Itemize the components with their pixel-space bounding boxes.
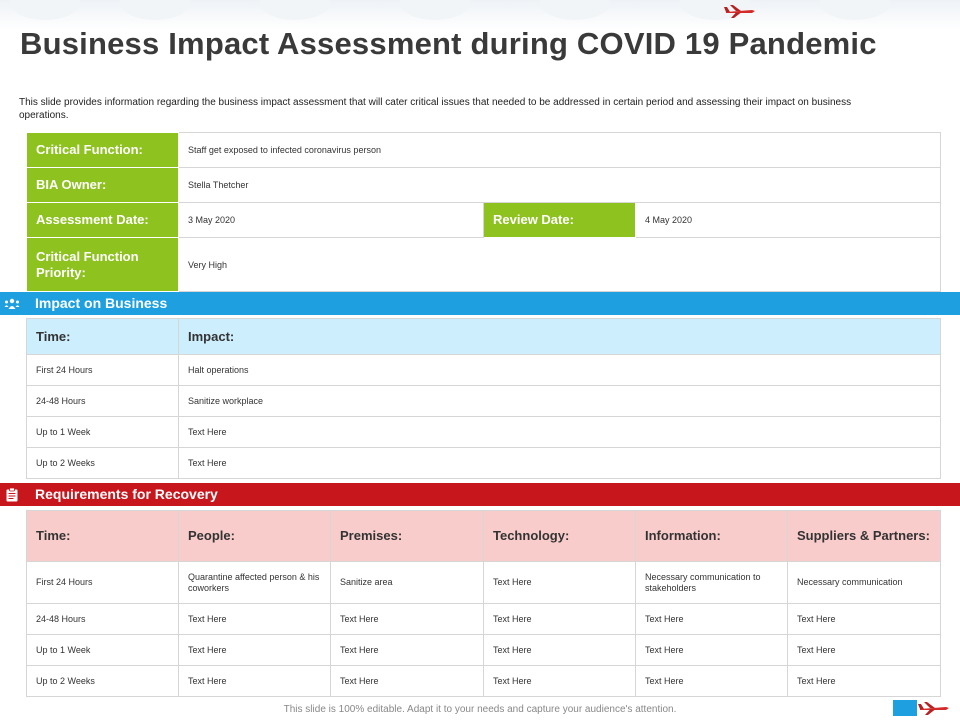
page-description: This slide provides information regardin… bbox=[19, 97, 852, 121]
critical-function-label: Critical Function: bbox=[26, 132, 179, 168]
column-header: Time: bbox=[26, 318, 179, 355]
impact-cell: Halt operations bbox=[178, 354, 941, 386]
impact-section-title: Impact on Business bbox=[35, 295, 168, 311]
column-header: Information: bbox=[635, 510, 788, 562]
suppliers-cell: Necessary communication bbox=[787, 561, 941, 604]
table-row: Up to 1 Week Text Here Text Here Text He… bbox=[26, 634, 941, 666]
recovery-section-header: Requirements for Recovery bbox=[0, 483, 960, 506]
bia-owner-label: BIA Owner: bbox=[26, 167, 179, 203]
cloud-shape bbox=[400, 0, 470, 20]
table-row: 24-48 Hours Sanitize workplace bbox=[26, 385, 941, 417]
table-row: 24-48 Hours Text Here Text Here Text Her… bbox=[26, 603, 941, 635]
impact-cell: Text Here bbox=[178, 447, 941, 479]
info-table: Critical Function: Staff get exposed to … bbox=[26, 132, 941, 292]
impact-section-header: Impact on Business bbox=[0, 292, 960, 315]
premises-cell: Text Here bbox=[330, 634, 484, 666]
premises-cell: Text Here bbox=[330, 603, 484, 635]
table-header-row: Time: People: Premises: Technology: Info… bbox=[26, 510, 941, 562]
table-row: Critical Function Priority: Very High bbox=[26, 237, 941, 292]
airplane-icon bbox=[724, 5, 755, 18]
recovery-section-title: Requirements for Recovery bbox=[35, 486, 218, 502]
column-header: Time: bbox=[26, 510, 179, 562]
airplane-icon bbox=[918, 702, 949, 715]
information-cell: Text Here bbox=[635, 603, 788, 635]
corner-accent bbox=[893, 700, 917, 716]
cloud-shape bbox=[540, 0, 610, 20]
table-row: First 24 Hours Halt operations bbox=[26, 354, 941, 386]
page-title: Business Impact Assessment during COVID … bbox=[20, 26, 877, 61]
time-cell: Up to 2 Weeks bbox=[26, 447, 179, 479]
recovery-table: Time: People: Premises: Technology: Info… bbox=[26, 510, 941, 697]
critical-function-value: Staff get exposed to infected coronaviru… bbox=[178, 132, 941, 168]
time-cell: Up to 1 Week bbox=[26, 634, 179, 666]
suppliers-cell: Text Here bbox=[787, 603, 941, 635]
cloud-shape bbox=[820, 0, 890, 20]
table-row: Up to 2 Weeks Text Here Text Here Text H… bbox=[26, 665, 941, 697]
time-cell: Up to 2 Weeks bbox=[26, 665, 179, 697]
column-header: People: bbox=[178, 510, 331, 562]
priority-value: Very High bbox=[178, 237, 941, 292]
cloud-banner bbox=[0, 0, 960, 30]
cloud-shape bbox=[10, 0, 80, 20]
table-row: Assessment Date: 3 May 2020 Review Date:… bbox=[26, 202, 941, 238]
priority-label: Critical Function Priority: bbox=[26, 237, 179, 292]
time-cell: First 24 Hours bbox=[26, 354, 179, 386]
technology-cell: Text Here bbox=[483, 561, 636, 604]
table-header-row: Time: Impact: bbox=[26, 318, 941, 355]
column-header: Impact: bbox=[178, 318, 941, 355]
table-row: BIA Owner: Stella Thetcher bbox=[26, 167, 941, 203]
cloud-shape bbox=[120, 0, 190, 20]
column-header: Premises: bbox=[330, 510, 484, 562]
time-cell: Up to 1 Week bbox=[26, 416, 179, 448]
assessment-date-value: 3 May 2020 bbox=[178, 202, 484, 238]
technology-cell: Text Here bbox=[483, 603, 636, 635]
information-cell: Necessary communication to stakeholders bbox=[635, 561, 788, 604]
clipboard-icon bbox=[0, 483, 24, 506]
assessment-date-label: Assessment Date: bbox=[26, 202, 179, 238]
impact-cell: Sanitize workplace bbox=[178, 385, 941, 417]
table-row: Up to 1 Week Text Here bbox=[26, 416, 941, 448]
table-row: First 24 Hours Quarantine affected perso… bbox=[26, 561, 941, 604]
information-cell: Text Here bbox=[635, 665, 788, 697]
people-cell: Quarantine affected person & his coworke… bbox=[178, 561, 331, 604]
premises-cell: Text Here bbox=[330, 665, 484, 697]
impact-cell: Text Here bbox=[178, 416, 941, 448]
review-date-label: Review Date: bbox=[483, 202, 636, 238]
table-row: Critical Function: Staff get exposed to … bbox=[26, 132, 941, 168]
people-cell: Text Here bbox=[178, 665, 331, 697]
people-cell: Text Here bbox=[178, 634, 331, 666]
people-cell: Text Here bbox=[178, 603, 331, 635]
information-cell: Text Here bbox=[635, 634, 788, 666]
footer-note: This slide is 100% editable. Adapt it to… bbox=[283, 704, 677, 715]
impact-table: Time: Impact: First 24 Hours Halt operat… bbox=[26, 318, 941, 479]
suppliers-cell: Text Here bbox=[787, 665, 941, 697]
technology-cell: Text Here bbox=[483, 634, 636, 666]
suppliers-cell: Text Here bbox=[787, 634, 941, 666]
time-cell: First 24 Hours bbox=[26, 561, 179, 604]
people-icon bbox=[0, 292, 24, 315]
cloud-shape bbox=[260, 0, 330, 20]
review-date-value: 4 May 2020 bbox=[635, 202, 941, 238]
column-header: Technology: bbox=[483, 510, 636, 562]
time-cell: 24-48 Hours bbox=[26, 385, 179, 417]
table-row: Up to 2 Weeks Text Here bbox=[26, 447, 941, 479]
bia-owner-value: Stella Thetcher bbox=[178, 167, 941, 203]
technology-cell: Text Here bbox=[483, 665, 636, 697]
column-header: Suppliers & Partners: bbox=[787, 510, 941, 562]
premises-cell: Sanitize area bbox=[330, 561, 484, 604]
time-cell: 24-48 Hours bbox=[26, 603, 179, 635]
